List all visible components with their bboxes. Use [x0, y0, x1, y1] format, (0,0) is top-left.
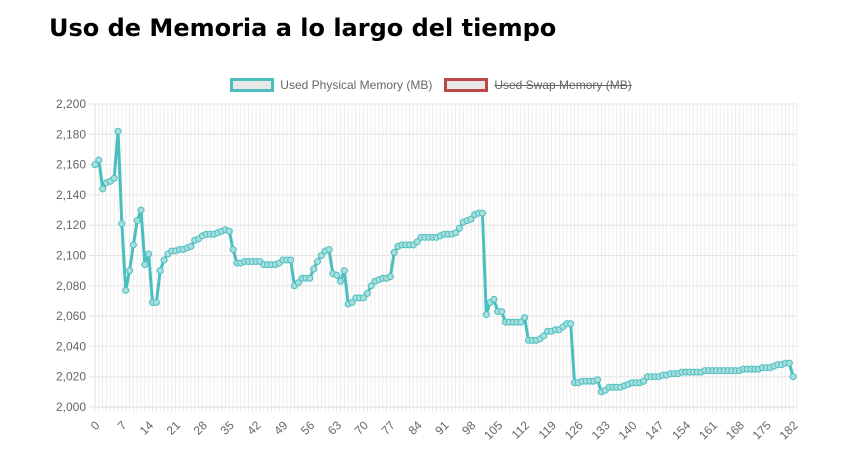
data-point: [287, 256, 295, 264]
y-tick-label: 2,140: [56, 188, 86, 202]
data-point: [490, 295, 498, 303]
y-tick-label: 2,100: [56, 249, 86, 263]
x-tick-label: 133: [589, 418, 613, 442]
y-tick-label: 2,020: [56, 370, 86, 384]
x-tick-label: 161: [696, 418, 720, 442]
y-tick-label: 2,080: [56, 279, 86, 293]
data-point: [482, 311, 490, 319]
legend-label-physical-memory: Used Physical Memory (MB): [280, 78, 433, 92]
data-point: [156, 267, 164, 275]
data-point: [126, 267, 134, 275]
data-point: [517, 318, 525, 326]
x-tick-label: 147: [642, 418, 666, 442]
x-tick-label: 77: [379, 418, 399, 438]
x-tick-label: 14: [137, 418, 157, 438]
legend-item-swap-memory[interactable]: Used Swap Memory (MB): [444, 78, 632, 92]
data-point: [118, 220, 126, 228]
data-point: [478, 209, 486, 217]
legend-swatch-physical-memory: [230, 78, 275, 92]
x-tick-label: 91: [432, 418, 452, 438]
legend-swatch-swap-memory: [444, 78, 489, 92]
data-point: [145, 250, 153, 258]
chart-container: Used Physical Memory (MB) Used Swap Memo…: [0, 64, 862, 464]
data-point: [95, 156, 103, 164]
legend-item-physical-memory[interactable]: Used Physical Memory (MB): [230, 78, 432, 92]
data-point: [498, 308, 506, 316]
data-point: [386, 273, 394, 281]
data-point: [110, 174, 118, 182]
data-point: [229, 245, 237, 253]
data-point: [455, 224, 463, 232]
y-tick-label: 2,180: [56, 127, 86, 141]
data-point: [348, 298, 356, 306]
x-tick-label: 154: [669, 418, 693, 442]
data-point: [567, 320, 575, 328]
data-point: [521, 314, 529, 322]
data-point: [294, 279, 302, 287]
data-point: [789, 373, 797, 381]
x-tick-label: 84: [405, 418, 425, 438]
x-tick-label: 21: [164, 418, 184, 438]
data-point: [133, 217, 141, 225]
data-point: [452, 229, 460, 237]
data-point: [785, 359, 793, 367]
data-point: [540, 332, 548, 340]
data-point: [187, 242, 195, 250]
x-tick-label: 49: [271, 418, 291, 438]
data-point: [340, 267, 348, 275]
x-tick-label: 98: [459, 418, 479, 438]
x-tick-label: 7: [115, 418, 130, 433]
x-tick-label: 42: [244, 418, 264, 438]
data-point: [129, 241, 137, 249]
line-chart: 2,000 2,020 2,040 2,060 2,080 2,100 2,120 2,140…: [56, 97, 801, 442]
chart-legend: Used Physical Memory (MB) Used Swap Memo…: [0, 78, 862, 92]
data-point: [337, 277, 345, 285]
data-point: [363, 289, 371, 297]
y-tick-label: 2,160: [56, 158, 86, 172]
data-point: [310, 265, 318, 273]
data-point: [99, 185, 107, 193]
legend-label-swap-memory: Used Swap Memory (MB): [494, 78, 632, 92]
data-point: [160, 256, 168, 264]
data-point: [360, 294, 368, 302]
data-point: [640, 377, 648, 385]
data-point: [141, 261, 149, 269]
data-point: [413, 238, 421, 246]
data-point: [306, 274, 314, 282]
x-tick-label: 112: [509, 418, 533, 442]
y-tick-label: 2,040: [56, 339, 86, 353]
data-point: [91, 161, 99, 169]
y-tick-label: 2,000: [56, 400, 86, 414]
x-tick-label: 70: [352, 418, 372, 438]
x-tick-label: 35: [217, 418, 237, 438]
x-tick-label: 63: [325, 418, 345, 438]
x-tick-label: 119: [536, 418, 560, 442]
x-tick-label: 175: [750, 418, 774, 442]
x-tick-label: 105: [481, 418, 505, 442]
x-tick-label: 140: [616, 418, 640, 442]
x-tick-label: 168: [723, 418, 747, 442]
y-tick-label: 2,200: [56, 97, 86, 111]
y-tick-label: 2,060: [56, 309, 86, 323]
data-point: [367, 282, 375, 290]
x-tick-label: 28: [191, 418, 211, 438]
x-tick-label: 182: [777, 418, 801, 442]
data-point: [594, 376, 602, 384]
data-point: [152, 298, 160, 306]
data-point: [333, 271, 341, 279]
x-tick-label: 126: [562, 418, 586, 442]
page-title: Uso de Memoria a lo largo del tiempo: [49, 14, 557, 42]
data-point: [225, 227, 233, 235]
data-point: [114, 127, 122, 135]
y-tick-label: 2,120: [56, 218, 86, 232]
data-point: [122, 286, 130, 294]
data-point: [317, 252, 325, 259]
data-point: [313, 258, 321, 266]
x-tick-label: 0: [88, 418, 103, 433]
data-point: [390, 248, 398, 256]
data-point: [137, 206, 145, 214]
data-point: [325, 245, 333, 253]
x-tick-label: 56: [298, 418, 318, 438]
data-point: [467, 215, 475, 223]
